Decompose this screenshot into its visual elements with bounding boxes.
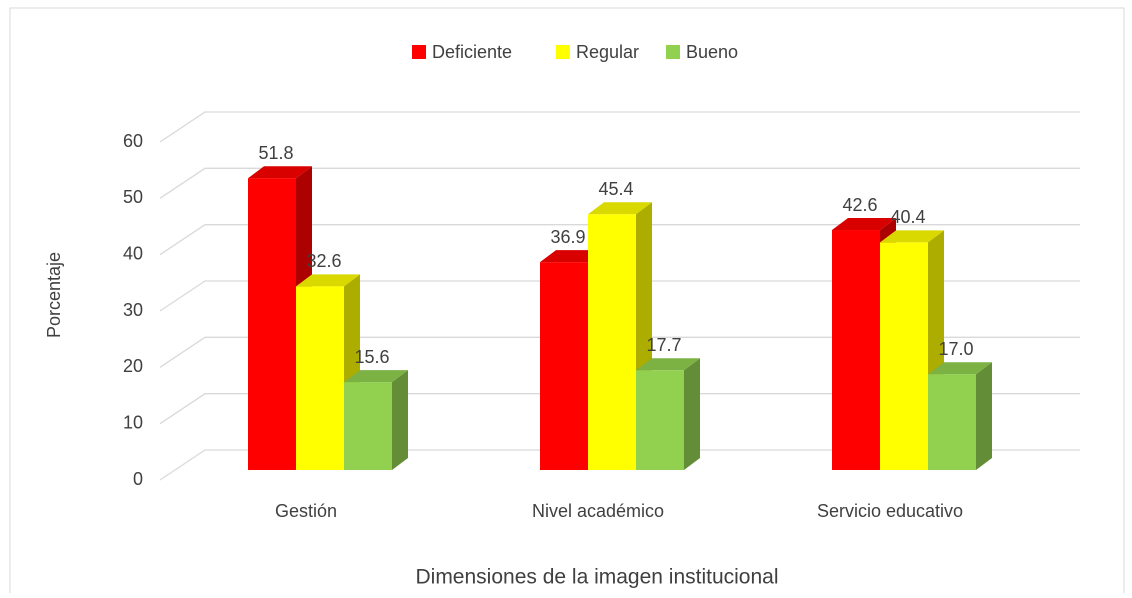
legend-swatch (556, 45, 570, 59)
x-tick-label: Nivel académico (532, 501, 664, 521)
x-axis-label: Dimensiones de la imagen institucional (415, 566, 778, 589)
bar-top (928, 362, 992, 375)
bar-side (684, 358, 700, 470)
bar (636, 370, 684, 470)
legend-label: Bueno (686, 42, 738, 62)
value-label: 36.9 (550, 227, 585, 247)
legend-swatch (666, 45, 680, 59)
grid-line (159, 449, 1080, 481)
grid-line (159, 111, 1080, 143)
y-tick-label: 50 (123, 187, 143, 207)
bar-top (248, 166, 312, 179)
legend-label: Deficiente (432, 42, 512, 62)
value-label: 32.6 (306, 251, 341, 271)
y-axis-label: Porcentaje (44, 252, 64, 338)
value-label: 51.8 (258, 143, 293, 163)
legend-label: Regular (576, 42, 639, 62)
bar-top (636, 358, 700, 371)
y-tick-label: 10 (123, 412, 143, 432)
y-tick-label: 40 (123, 243, 143, 263)
bar-side (976, 362, 992, 470)
x-tick-label: Servicio educativo (817, 501, 963, 521)
x-tick-label: Gestión (275, 501, 337, 521)
legend-swatch (412, 45, 426, 59)
y-tick-label: 20 (123, 356, 143, 376)
bar-top (880, 230, 944, 243)
bar (832, 230, 880, 470)
grid-line (159, 336, 1080, 368)
bar (588, 214, 636, 470)
y-tick-label: 60 (123, 131, 143, 151)
grid-line (159, 393, 1080, 425)
value-label: 45.4 (598, 179, 633, 199)
grid-line (159, 167, 1080, 199)
bar (296, 286, 344, 470)
bar-top (296, 274, 360, 287)
y-tick-label: 30 (123, 300, 143, 320)
bar (344, 382, 392, 470)
bar (248, 178, 296, 470)
grid-line (159, 224, 1080, 256)
value-label: 17.0 (938, 339, 973, 359)
value-label: 42.6 (842, 195, 877, 215)
bar-top (588, 202, 652, 215)
y-tick-label: 0 (133, 469, 143, 489)
value-label: 15.6 (354, 347, 389, 367)
bar-side (392, 370, 408, 470)
bar (880, 242, 928, 470)
bar (540, 262, 588, 470)
grid-line (159, 280, 1080, 312)
value-label: 17.7 (646, 335, 681, 355)
value-label: 40.4 (890, 207, 925, 227)
bar-top (832, 218, 896, 231)
bar-top (344, 370, 408, 383)
bar (928, 374, 976, 470)
